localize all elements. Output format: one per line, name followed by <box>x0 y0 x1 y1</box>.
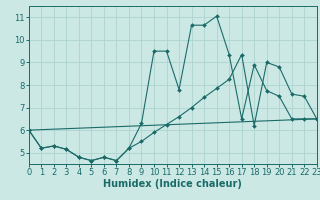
X-axis label: Humidex (Indice chaleur): Humidex (Indice chaleur) <box>103 179 242 189</box>
